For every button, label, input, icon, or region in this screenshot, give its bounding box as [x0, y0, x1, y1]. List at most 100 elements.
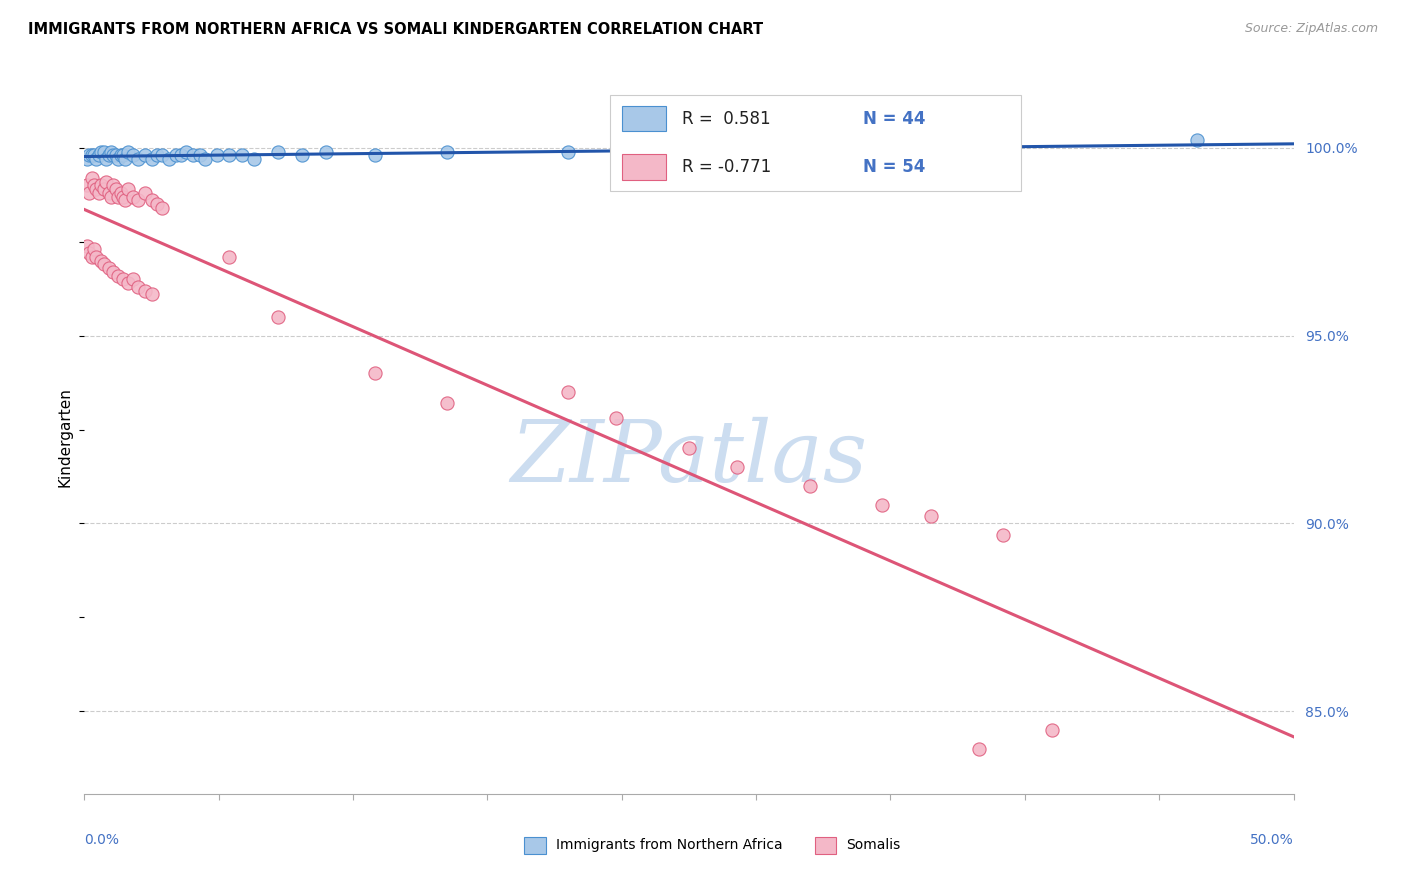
Point: [107, 268, 129, 283]
Point: [181, 148, 204, 162]
Point: [110, 186, 132, 200]
Point: [242, 152, 264, 166]
Point: [114, 194, 136, 208]
Point: [218, 148, 240, 162]
Point: [231, 148, 253, 162]
Point: [83, 148, 105, 162]
Point: [76, 238, 98, 252]
Point: [76, 178, 98, 193]
Point: [103, 178, 125, 193]
Point: [86, 250, 108, 264]
Point: [678, 442, 700, 456]
Point: [77, 246, 100, 260]
Point: [94, 175, 117, 189]
Text: Somalis: Somalis: [846, 838, 901, 852]
Point: [121, 272, 143, 286]
Point: [117, 182, 139, 196]
Point: [127, 194, 149, 208]
Point: [114, 152, 136, 166]
Point: [112, 272, 135, 286]
Text: R = -0.771: R = -0.771: [682, 158, 770, 176]
Y-axis label: Kindergarten: Kindergarten: [58, 387, 73, 487]
Point: [90, 253, 112, 268]
Point: [678, 145, 700, 159]
Point: [80, 148, 103, 162]
Point: [100, 145, 122, 159]
Point: [1185, 133, 1208, 147]
Text: Source: ZipAtlas.com: Source: ZipAtlas.com: [1244, 22, 1378, 36]
Point: [94, 152, 117, 166]
Point: [146, 148, 169, 162]
Point: [363, 148, 385, 162]
Point: [165, 148, 187, 162]
Point: [80, 170, 103, 185]
Point: [87, 148, 110, 162]
Point: [134, 284, 156, 298]
Point: [920, 508, 942, 523]
Text: N = 54: N = 54: [863, 158, 925, 176]
Point: [799, 479, 821, 493]
FancyBboxPatch shape: [610, 95, 1022, 191]
Point: [90, 145, 112, 159]
Text: 50.0%: 50.0%: [1250, 833, 1294, 847]
Point: [170, 148, 193, 162]
Point: [993, 527, 1015, 541]
Point: [93, 145, 115, 159]
Point: [134, 186, 156, 200]
Point: [110, 148, 132, 162]
Point: [86, 182, 108, 196]
FancyBboxPatch shape: [524, 837, 546, 854]
Point: [86, 152, 108, 166]
FancyBboxPatch shape: [623, 106, 666, 131]
Point: [291, 148, 314, 162]
Point: [77, 148, 100, 162]
Point: [436, 145, 458, 159]
Point: [605, 411, 627, 425]
Text: IMMIGRANTS FROM NORTHERN AFRICA VS SOMALI KINDERGARTEN CORRELATION CHART: IMMIGRANTS FROM NORTHERN AFRICA VS SOMAL…: [28, 22, 763, 37]
Point: [76, 152, 98, 166]
Text: 0.0%: 0.0%: [84, 833, 120, 847]
Point: [117, 276, 139, 290]
Point: [150, 148, 173, 162]
Point: [83, 242, 105, 256]
Text: R =  0.581: R = 0.581: [682, 110, 770, 128]
Point: [207, 148, 229, 162]
Point: [557, 384, 579, 399]
Point: [315, 145, 337, 159]
Point: [267, 310, 290, 324]
Point: [218, 250, 240, 264]
Point: [80, 250, 103, 264]
FancyBboxPatch shape: [623, 154, 666, 179]
Point: [920, 145, 942, 159]
Point: [150, 201, 173, 215]
Point: [194, 152, 217, 166]
Point: [127, 280, 149, 294]
Text: N = 44: N = 44: [863, 110, 925, 128]
Point: [103, 265, 125, 279]
Point: [127, 152, 149, 166]
Point: [93, 182, 115, 196]
Point: [104, 182, 127, 196]
Point: [77, 186, 100, 200]
Point: [557, 145, 579, 159]
Point: [100, 190, 122, 204]
Point: [967, 741, 990, 756]
Point: [121, 190, 143, 204]
Point: [174, 145, 197, 159]
Point: [97, 148, 120, 162]
Point: [107, 190, 129, 204]
Point: [97, 261, 120, 276]
Point: [117, 145, 139, 159]
Point: [87, 186, 110, 200]
Point: [267, 145, 290, 159]
Point: [141, 287, 163, 301]
Point: [141, 152, 163, 166]
Point: [436, 396, 458, 410]
Point: [872, 498, 894, 512]
Point: [104, 148, 127, 162]
Point: [93, 257, 115, 271]
Point: [107, 152, 129, 166]
FancyBboxPatch shape: [814, 837, 835, 854]
Point: [725, 460, 748, 475]
Point: [83, 178, 105, 193]
